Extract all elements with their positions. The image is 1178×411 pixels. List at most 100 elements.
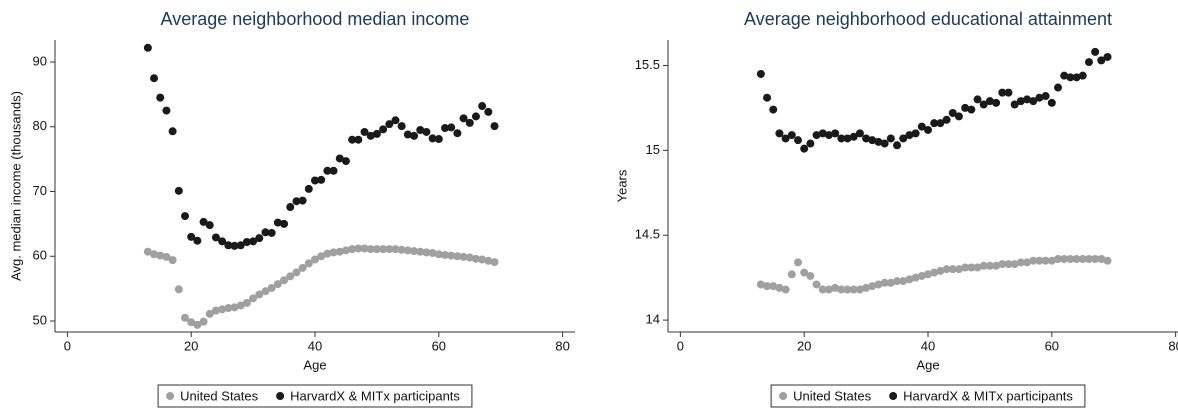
legend: United States HarvardX & MITx participant…	[770, 384, 1086, 408]
data-point	[249, 237, 258, 246]
data-point	[806, 271, 815, 280]
data-point	[1078, 255, 1087, 263]
data-point	[453, 129, 462, 138]
data-point	[341, 157, 350, 166]
data-point	[812, 131, 821, 140]
x-tick-label: 0	[64, 338, 71, 353]
data-point	[831, 129, 840, 138]
data-point	[1004, 260, 1013, 269]
data-point	[199, 217, 208, 226]
data-point	[187, 318, 196, 327]
data-point	[341, 246, 350, 255]
data-point	[1103, 52, 1112, 61]
data-point	[286, 203, 295, 212]
data-point	[459, 252, 468, 261]
data-point	[1029, 97, 1038, 106]
data-point	[849, 285, 858, 294]
data-point	[973, 95, 982, 104]
data-point	[1054, 255, 1062, 263]
data-point	[849, 132, 858, 141]
data-point	[905, 131, 914, 140]
data-point	[150, 74, 159, 83]
data-point	[255, 234, 264, 243]
y-axis-label: Years	[614, 169, 629, 202]
data-point	[1023, 95, 1032, 104]
data-point	[837, 285, 846, 294]
data-point	[317, 175, 326, 184]
data-point	[199, 317, 208, 326]
data-point	[280, 276, 289, 285]
data-point	[1004, 88, 1013, 97]
data-point	[465, 118, 474, 127]
data-point	[273, 218, 282, 227]
data-point	[205, 309, 214, 318]
data-point	[818, 129, 827, 138]
data-point	[911, 273, 920, 282]
data-point	[1060, 71, 1069, 80]
data-point	[899, 134, 908, 143]
data-point	[763, 93, 772, 102]
data-point	[471, 112, 480, 121]
data-point	[447, 123, 456, 132]
data-point	[831, 283, 840, 292]
data-point	[1097, 255, 1106, 263]
data-point	[156, 251, 165, 260]
data-point	[930, 268, 939, 277]
data-point	[961, 103, 970, 112]
data-point	[422, 127, 431, 136]
data-point	[478, 102, 487, 111]
data-point	[403, 130, 412, 139]
legend-marker	[166, 392, 175, 400]
data-point	[1072, 255, 1081, 263]
data-point	[985, 261, 994, 270]
y-tick-label: 15.5	[635, 57, 660, 72]
data-point	[1084, 255, 1093, 263]
data-point	[1035, 93, 1044, 102]
data-point	[335, 154, 344, 163]
data-point	[843, 285, 852, 294]
data-point	[490, 122, 499, 131]
data-point	[379, 245, 388, 254]
y-axis-label: Avg. median income (thousands)	[8, 91, 23, 281]
data-point	[911, 129, 920, 138]
data-point	[1091, 47, 1100, 56]
x-tick-label: 80	[555, 338, 569, 353]
data-point	[1016, 258, 1025, 267]
data-point	[1016, 97, 1025, 106]
x-tick-label: 40	[308, 338, 322, 353]
data-point	[453, 252, 462, 261]
data-point	[218, 305, 227, 314]
data-point	[1097, 56, 1106, 65]
data-point	[806, 139, 815, 148]
data-point	[273, 280, 282, 289]
chart-title: Average neighborhood median income	[161, 9, 470, 29]
data-point	[224, 304, 233, 313]
data-point	[942, 115, 951, 124]
data-point	[447, 251, 456, 260]
data-point	[416, 247, 425, 256]
data-point	[174, 186, 183, 195]
data-point	[236, 301, 245, 310]
data-point	[292, 268, 301, 277]
data-point	[756, 69, 765, 78]
data-point	[379, 125, 388, 134]
x-tick-label: 60	[1045, 338, 1059, 353]
data-point	[168, 256, 177, 265]
y-tick-label: 15	[646, 142, 660, 157]
data-point	[800, 144, 809, 153]
data-point	[311, 255, 319, 264]
legend-label: HarvardX & MITx participants	[290, 388, 460, 403]
data-point	[193, 320, 202, 329]
chart-panel: Average neighborhood educational attainm…	[614, 9, 1178, 408]
data-point	[366, 245, 375, 254]
data-point	[775, 283, 784, 292]
data-point	[886, 134, 895, 143]
data-point	[323, 166, 332, 175]
data-point	[150, 250, 159, 259]
data-point	[441, 124, 449, 133]
data-point	[855, 129, 864, 138]
data-point	[1091, 255, 1100, 263]
data-point	[304, 184, 313, 193]
data-point	[979, 261, 988, 270]
data-point	[893, 141, 902, 150]
